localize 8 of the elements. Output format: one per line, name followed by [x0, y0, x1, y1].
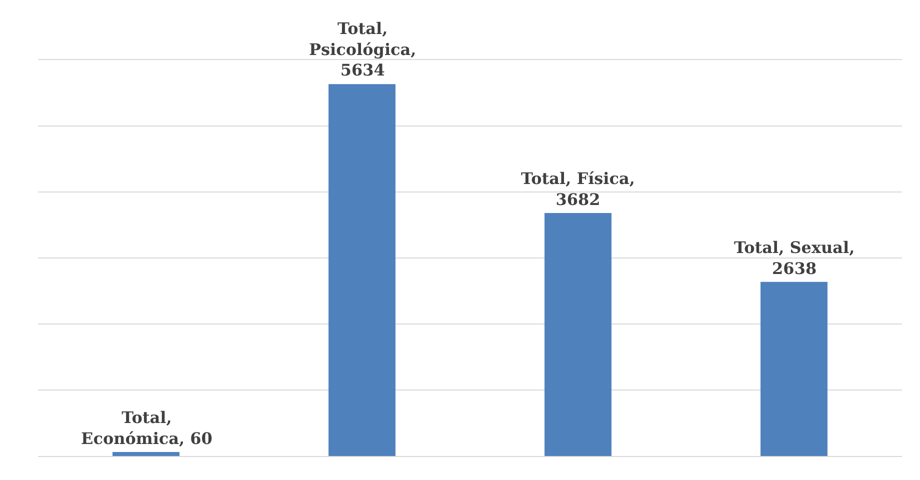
- data-label: Total, Sexual, 2638: [734, 238, 855, 278]
- bar: [328, 84, 396, 456]
- data-label: Total, Física, 3682: [521, 169, 635, 209]
- data-label: Total, Psicológica, 5634: [309, 19, 416, 80]
- bar: [760, 282, 828, 456]
- bar: [112, 452, 180, 456]
- data-label: Total, Económica, 60: [81, 408, 212, 448]
- bar: [544, 212, 612, 456]
